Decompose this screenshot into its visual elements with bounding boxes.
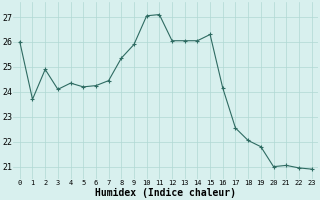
X-axis label: Humidex (Indice chaleur): Humidex (Indice chaleur)	[95, 188, 236, 198]
